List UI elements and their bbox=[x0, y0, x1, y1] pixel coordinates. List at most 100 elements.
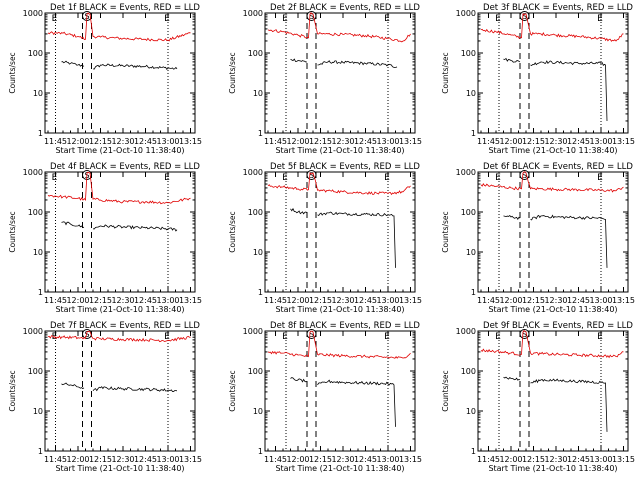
x-tick-label: 12:45 bbox=[567, 296, 590, 305]
saa-marker-label: S bbox=[309, 330, 314, 339]
y-tick-label: 100 bbox=[28, 367, 43, 376]
x-tick-label: 12:30 bbox=[331, 455, 354, 464]
x-tick-label: 13:00 bbox=[589, 296, 612, 305]
saa-marker-label: S bbox=[84, 330, 89, 339]
x-tick-label: 12:15 bbox=[309, 455, 332, 464]
x-tick-label: 13:15 bbox=[399, 296, 422, 305]
plot-frame bbox=[264, 171, 416, 293]
x-tick-label: 13:00 bbox=[156, 296, 179, 305]
lld-series-line bbox=[47, 171, 191, 205]
events-series-line bbox=[92, 63, 178, 70]
eclipse-marker-label: E bbox=[164, 14, 170, 24]
y-tick-label: 1 bbox=[258, 129, 263, 138]
eclipse-marker-label: E bbox=[282, 173, 288, 183]
saa-marker-label: S bbox=[309, 171, 314, 180]
saa-marker-label: S bbox=[309, 12, 314, 21]
x-tick-label: 12:45 bbox=[354, 455, 377, 464]
plot-frame bbox=[477, 12, 629, 134]
x-axis-label: Start Time (21-Oct-10 11:38:40) bbox=[275, 305, 404, 314]
lld-series-line bbox=[480, 171, 624, 193]
y-tick-label: 10 bbox=[466, 248, 476, 257]
y-axis-label: Counts/sec bbox=[228, 211, 237, 252]
y-tick-label: 100 bbox=[28, 49, 43, 58]
panel-4: Det 4f BLACK = Events, RED = LLD 1 10 100 10… bbox=[8, 162, 202, 314]
y-tick-label: 1000 bbox=[456, 327, 476, 336]
y-tick-label: 10 bbox=[33, 407, 43, 416]
x-tick-label: 12:45 bbox=[567, 137, 590, 146]
eclipse-marker-label: E bbox=[384, 173, 390, 183]
x-tick-label: 13:00 bbox=[156, 137, 179, 146]
x-tick-label: 12:15 bbox=[522, 455, 545, 464]
x-tick-label: 12:45 bbox=[567, 455, 590, 464]
y-tick-label: 10 bbox=[33, 248, 43, 257]
y-tick-label: 1 bbox=[38, 288, 43, 297]
events-series-line bbox=[317, 379, 396, 427]
panel-title: Det 6f BLACK = Events, RED = LLD bbox=[483, 162, 633, 172]
x-tick-label: 12:30 bbox=[111, 455, 134, 464]
plot-frame bbox=[264, 12, 416, 134]
x-axis-label: Start Time (21-Oct-10 11:38:40) bbox=[488, 146, 617, 155]
y-tick-label: 1 bbox=[471, 129, 476, 138]
panel-8: Det 8f BLACK = Events, RED = LLD 1 10 100 10… bbox=[228, 321, 422, 473]
y-tick-label: 1 bbox=[38, 447, 43, 456]
y-tick-label: 1000 bbox=[23, 168, 43, 177]
events-series-line bbox=[290, 377, 308, 383]
plot-frame bbox=[44, 171, 196, 293]
x-tick-label: 13:00 bbox=[589, 137, 612, 146]
x-tick-label: 12:30 bbox=[111, 296, 134, 305]
eclipse-marker-label: E bbox=[282, 14, 288, 24]
panel-title: Det 8f BLACK = Events, RED = LLD bbox=[270, 321, 420, 331]
y-tick-label: 100 bbox=[461, 49, 476, 58]
x-tick-label: 12:15 bbox=[309, 137, 332, 146]
x-axis-label: Start Time (21-Oct-10 11:38:40) bbox=[275, 146, 404, 155]
y-axis-label: Counts/sec bbox=[441, 52, 450, 93]
y-tick-label: 100 bbox=[248, 367, 263, 376]
events-series-line bbox=[530, 60, 608, 122]
y-tick-label: 10 bbox=[253, 89, 263, 98]
lld-series-line bbox=[267, 12, 411, 43]
x-tick-label: 12:15 bbox=[89, 455, 112, 464]
x-axis-label: Start Time (21-Oct-10 11:38:40) bbox=[488, 464, 617, 473]
y-tick-label: 1 bbox=[258, 288, 263, 297]
panel-6: Det 6f BLACK = Events, RED = LLD 1 10 100 10… bbox=[441, 162, 635, 314]
x-tick-label: 11:45 bbox=[44, 296, 67, 305]
events-series-line bbox=[290, 207, 308, 215]
eclipse-marker-label: E bbox=[164, 173, 170, 183]
y-tick-label: 1000 bbox=[243, 327, 263, 336]
plot-frame bbox=[477, 171, 629, 293]
x-tick-label: 12:30 bbox=[331, 296, 354, 305]
x-tick-label: 11:45 bbox=[44, 455, 67, 464]
y-tick-label: 1000 bbox=[243, 168, 263, 177]
plot-frame bbox=[477, 330, 629, 452]
y-tick-label: 10 bbox=[253, 407, 263, 416]
x-tick-label: 12:30 bbox=[544, 296, 567, 305]
x-tick-label: 12:45 bbox=[134, 137, 157, 146]
panel-title: Det 4f BLACK = Events, RED = LLD bbox=[50, 162, 200, 172]
y-axis-label: Counts/sec bbox=[228, 52, 237, 93]
y-tick-label: 1 bbox=[471, 288, 476, 297]
x-tick-label: 12:30 bbox=[544, 455, 567, 464]
events-series-line bbox=[317, 211, 396, 268]
y-tick-label: 1 bbox=[258, 447, 263, 456]
events-series-line bbox=[290, 58, 308, 63]
y-tick-label: 1000 bbox=[456, 9, 476, 18]
events-series-line bbox=[530, 378, 608, 432]
lld-series-line bbox=[47, 330, 191, 343]
x-tick-label: 13:15 bbox=[612, 455, 635, 464]
x-tick-label: 11:45 bbox=[477, 137, 500, 146]
y-tick-label: 1000 bbox=[23, 9, 43, 18]
panel-title: Det 9f BLACK = Events, RED = LLD bbox=[483, 321, 633, 331]
x-tick-label: 12:45 bbox=[354, 296, 377, 305]
eclipse-marker-label: E bbox=[384, 332, 390, 342]
x-axis-label: Start Time (21-Oct-10 11:38:40) bbox=[55, 464, 184, 473]
y-tick-label: 10 bbox=[253, 248, 263, 257]
lld-series-line bbox=[47, 12, 191, 42]
y-tick-label: 100 bbox=[28, 208, 43, 217]
x-tick-label: 11:45 bbox=[264, 137, 287, 146]
events-series-line bbox=[317, 60, 398, 69]
y-tick-label: 1000 bbox=[243, 9, 263, 18]
x-tick-label: 11:45 bbox=[477, 455, 500, 464]
y-tick-label: 100 bbox=[461, 367, 476, 376]
x-tick-label: 12:00 bbox=[286, 296, 309, 305]
